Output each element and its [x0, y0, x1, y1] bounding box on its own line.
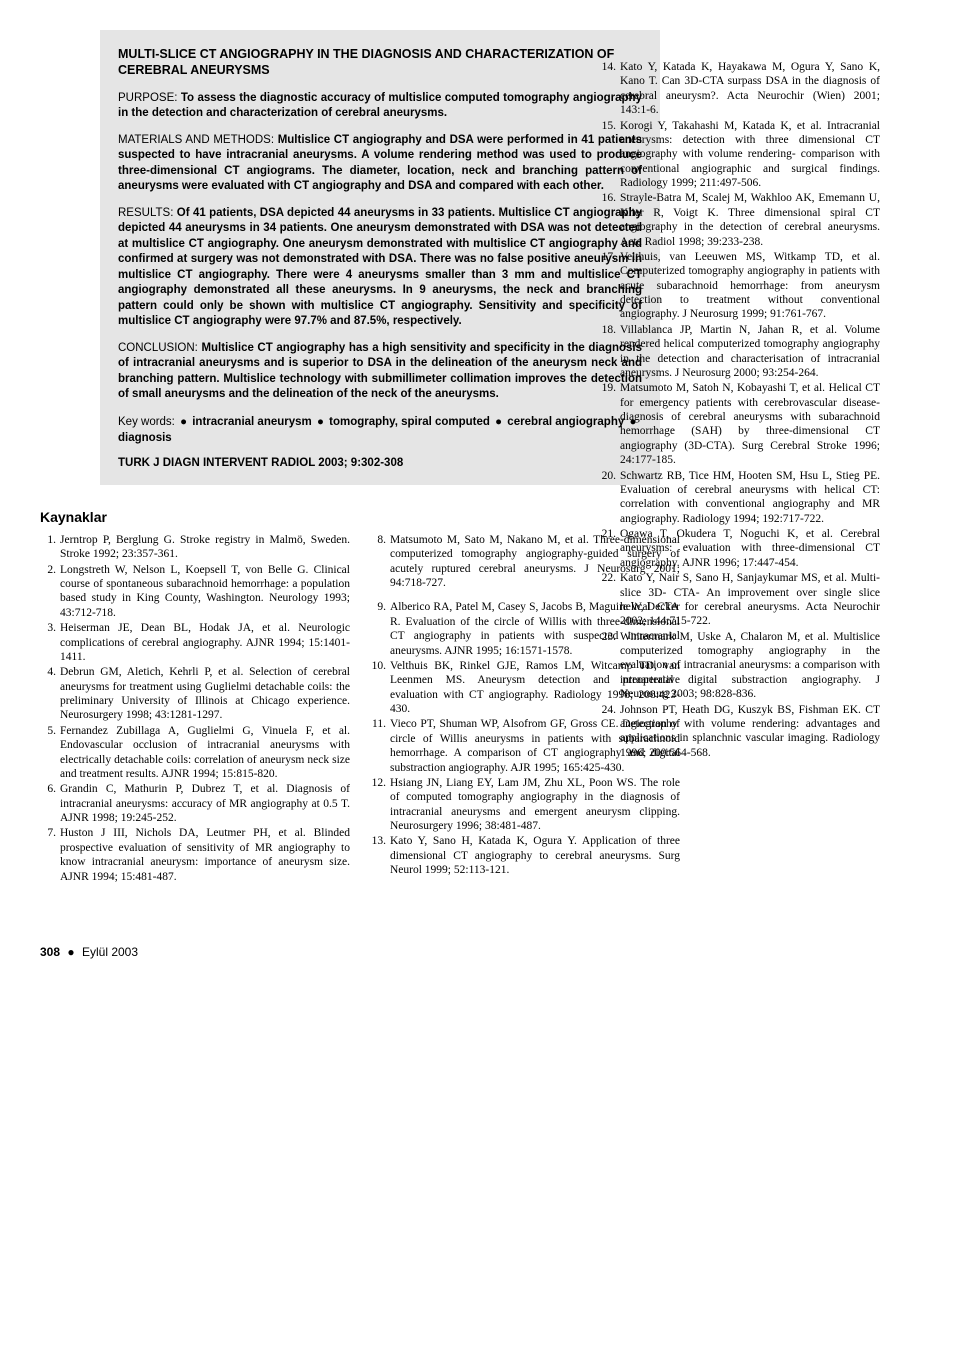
ref-number: 11. [370, 717, 390, 775]
ref-number: 14. [600, 60, 620, 118]
bullet-icon: ● [315, 416, 326, 428]
bullet-icon: ● [63, 945, 78, 959]
reference-item: 19.Matsumoto M, Satoh N, Kobayashi T, et… [600, 381, 880, 467]
ref-number: 22. [600, 571, 620, 629]
ref-number: 17. [600, 250, 620, 322]
ref-number: 15. [600, 119, 620, 191]
ref-number: 19. [600, 381, 620, 467]
results-label: RESULTS: [118, 207, 177, 219]
ref-text: Matsumoto M, Satoh N, Kobayashi T, et al… [620, 381, 880, 467]
abstract-conclusion: CONCLUSION: Multislice CT angiography ha… [118, 341, 642, 403]
ref-text: Hsiang JN, Liang EY, Lam JM, Zhu XL, Poo… [390, 776, 680, 834]
ref-text: Kato Y, Katada K, Hayakawa M, Ogura Y, S… [620, 60, 880, 118]
references-col-1: 1.Jerntrop P, Berglung G. Stroke registr… [40, 533, 350, 885]
reference-item: 1.Jerntrop P, Berglung G. Stroke registr… [40, 533, 350, 562]
ref-text: Debrun GM, Aletich, Kehrli P, et al. Sel… [60, 665, 350, 723]
ref-text: Strayle-Batra M, Scalej M, Wakhloo AK, E… [620, 191, 880, 249]
reference-item: 24.Johnson PT, Heath DG, Kuszyk BS, Fish… [600, 703, 880, 761]
ref-number: 3. [40, 621, 60, 664]
ref-number: 18. [600, 323, 620, 381]
ref-text: Heiserman JE, Dean BL, Hodak JA, et al. … [60, 621, 350, 664]
references-columns: 1.Jerntrop P, Berglung G. Stroke registr… [40, 533, 680, 885]
reference-item: 20.Schwartz RB, Tice HM, Hooten SM, Hsu … [600, 469, 880, 527]
results-text: Of 41 patients, DSA depicted 44 aneurysm… [118, 207, 642, 328]
ref-text: Kato Y, Sano H, Katada K, Ogura Y. Appli… [390, 834, 680, 877]
ref-text: Johnson PT, Heath DG, Kuszyk BS, Fishman… [620, 703, 880, 761]
reference-item: 5.Fernandez Zubillaga A, Guglielmi G, Vi… [40, 724, 350, 782]
page-number: 308 [40, 945, 60, 959]
ref-number: 5. [40, 724, 60, 782]
ref-text: Wintermark M, Uske A, Chalaron M, et al.… [620, 630, 880, 702]
reference-item: 22.Kato Y, Nair S, Sano H, Sanjaykumar M… [600, 571, 880, 629]
reference-item: 15.Korogi Y, Takahashi M, Katada K, et a… [600, 119, 880, 191]
abstract-methods: MATERIALS AND METHODS: Multislice CT ang… [118, 133, 642, 195]
ref-number: 16. [600, 191, 620, 249]
ref-number: 13. [370, 834, 390, 877]
reference-item: 14.Kato Y, Katada K, Hayakawa M, Ogura Y… [600, 60, 880, 118]
reference-item: 4.Debrun GM, Aletich, Kehrli P, et al. S… [40, 665, 350, 723]
purpose-text: To assess the diagnostic accuracy of mul… [118, 92, 642, 120]
reference-item: 21.Ogawa T, Okudera T, Noguchi K, et al.… [600, 527, 880, 570]
ref-number: 4. [40, 665, 60, 723]
reference-item: 7.Huston J III, Nichols DA, Leutmer PH, … [40, 826, 350, 884]
ref-text: Villablanca JP, Martin N, Jahan R, et al… [620, 323, 880, 381]
reference-item: 3.Heiserman JE, Dean BL, Hodak JA, et al… [40, 621, 350, 664]
ref-text: Kato Y, Nair S, Sano H, Sanjaykumar MS, … [620, 571, 880, 629]
reference-item: 12.Hsiang JN, Liang EY, Lam JM, Zhu XL, … [370, 776, 680, 834]
ref-number: 7. [40, 826, 60, 884]
page-content: MULTI-SLICE CT ANGIOGRAPHY IN THE DIAGNO… [40, 30, 920, 885]
reference-item: 17.Velthuis, van Leeuwen MS, Witkamp TD,… [600, 250, 880, 322]
methods-label: MATERIALS AND METHODS: [118, 134, 278, 146]
references-col-3: 14.Kato Y, Katada K, Hayakawa M, Ogura Y… [600, 60, 880, 761]
ref-number: 23. [600, 630, 620, 702]
reference-item: 13.Kato Y, Sano H, Katada K, Ogura Y. Ap… [370, 834, 680, 877]
reference-item: 2.Longstreth W, Nelson L, Koepsell T, vo… [40, 563, 350, 621]
ref-number: 6. [40, 782, 60, 825]
keyword: tomography, spiral computed [329, 416, 490, 428]
ref-text: Fernandez Zubillaga A, Guglielmi G, Vinu… [60, 724, 350, 782]
footer-date: Eylül 2003 [82, 945, 138, 959]
keywords-label: Key words: [118, 416, 178, 428]
ref-number: 1. [40, 533, 60, 562]
reference-item: 6.Grandin C, Mathurin P, Dubrez T, et al… [40, 782, 350, 825]
reference-item: 16.Strayle-Batra M, Scalej M, Wakhloo AK… [600, 191, 880, 249]
ref-text: Ogawa T, Okudera T, Noguchi K, et al. Ce… [620, 527, 880, 570]
abstract-purpose: PURPOSE: To assess the diagnostic accura… [118, 91, 642, 122]
keyword: intracranial aneurysm [192, 416, 312, 428]
purpose-label: PURPOSE: [118, 92, 181, 104]
ref-text: Velthuis, van Leeuwen MS, Witkamp TD, et… [620, 250, 880, 322]
reference-item: 18.Villablanca JP, Martin N, Jahan R, et… [600, 323, 880, 381]
bullet-icon: ● [178, 416, 189, 428]
ref-number: 9. [370, 600, 390, 658]
abstract-title: MULTI-SLICE CT ANGIOGRAPHY IN THE DIAGNO… [118, 46, 642, 79]
ref-text: Grandin C, Mathurin P, Dubrez T, et al. … [60, 782, 350, 825]
reference-item: 23.Wintermark M, Uske A, Chalaron M, et … [600, 630, 880, 702]
references-heading: Kaynaklar [40, 509, 680, 525]
keywords: Key words: ● intracranial aneurysm ● tom… [118, 414, 642, 446]
ref-number: 24. [600, 703, 620, 761]
ref-number: 8. [370, 533, 390, 591]
ref-number: 21. [600, 527, 620, 570]
abstract-box: MULTI-SLICE CT ANGIOGRAPHY IN THE DIAGNO… [100, 30, 660, 485]
abstract-results: RESULTS: Of 41 patients, DSA depicted 44… [118, 206, 642, 330]
ref-number: 12. [370, 776, 390, 834]
keyword: diagnosis [118, 432, 172, 444]
left-region: MULTI-SLICE CT ANGIOGRAPHY IN THE DIAGNO… [40, 30, 680, 885]
ref-text: Longstreth W, Nelson L, Koepsell T, von … [60, 563, 350, 621]
ref-number: 2. [40, 563, 60, 621]
ref-text: Korogi Y, Takahashi M, Katada K, et al. … [620, 119, 880, 191]
ref-number: 20. [600, 469, 620, 527]
ref-text: Huston J III, Nichols DA, Leutmer PH, et… [60, 826, 350, 884]
journal-reference: TURK J DIAGN INTERVENT RADIOL 2003; 9:30… [118, 457, 642, 469]
page-footer: 308 ● Eylül 2003 [40, 945, 920, 959]
ref-number: 10. [370, 659, 390, 717]
bullet-icon: ● [493, 416, 504, 428]
ref-text: Schwartz RB, Tice HM, Hooten SM, Hsu L, … [620, 469, 880, 527]
ref-text: Jerntrop P, Berglung G. Stroke registry … [60, 533, 350, 562]
conclusion-label: CONCLUSION: [118, 342, 201, 354]
